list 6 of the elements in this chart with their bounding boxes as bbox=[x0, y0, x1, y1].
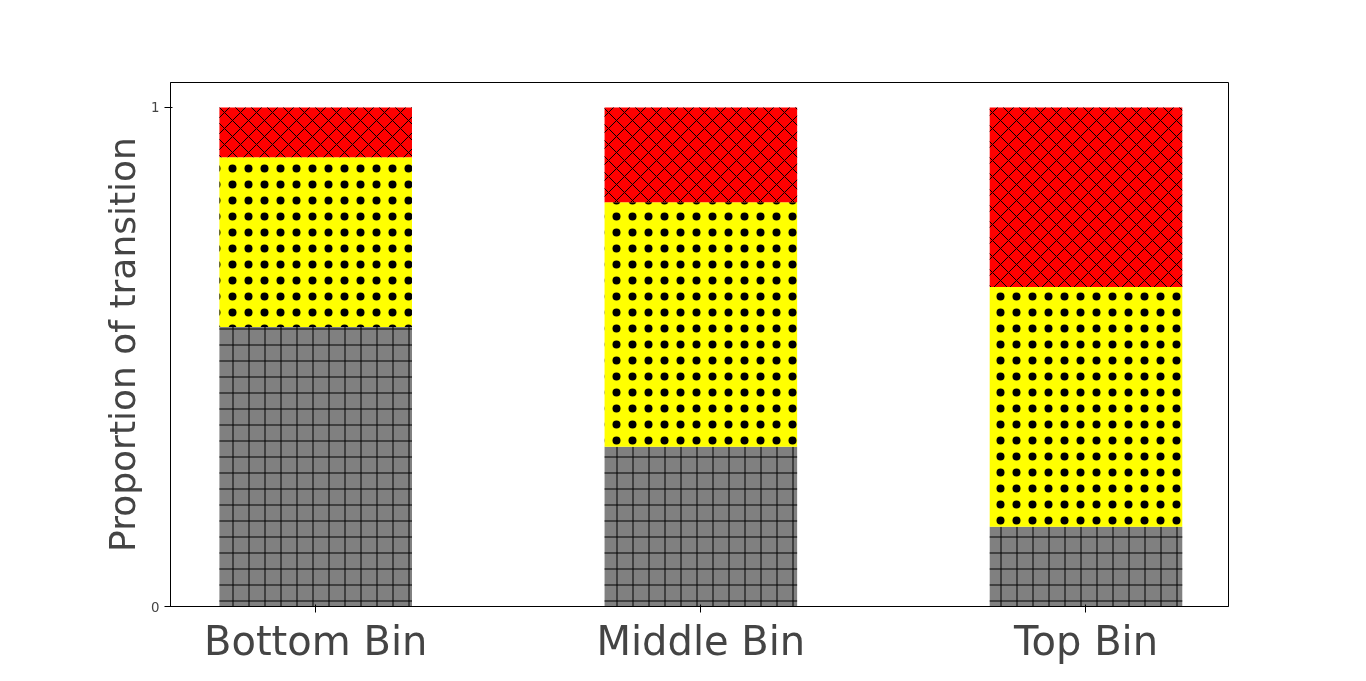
x-tick-label: Top Bin bbox=[1012, 617, 1159, 664]
y-tick-label: 1 bbox=[151, 100, 160, 116]
x-tick-label: Bottom Bin bbox=[204, 617, 428, 664]
y-axis-title: Proportion of transition bbox=[102, 137, 144, 552]
y-tick-label: 0 bbox=[151, 599, 160, 615]
x-tick-label: Middle Bin bbox=[596, 617, 806, 664]
